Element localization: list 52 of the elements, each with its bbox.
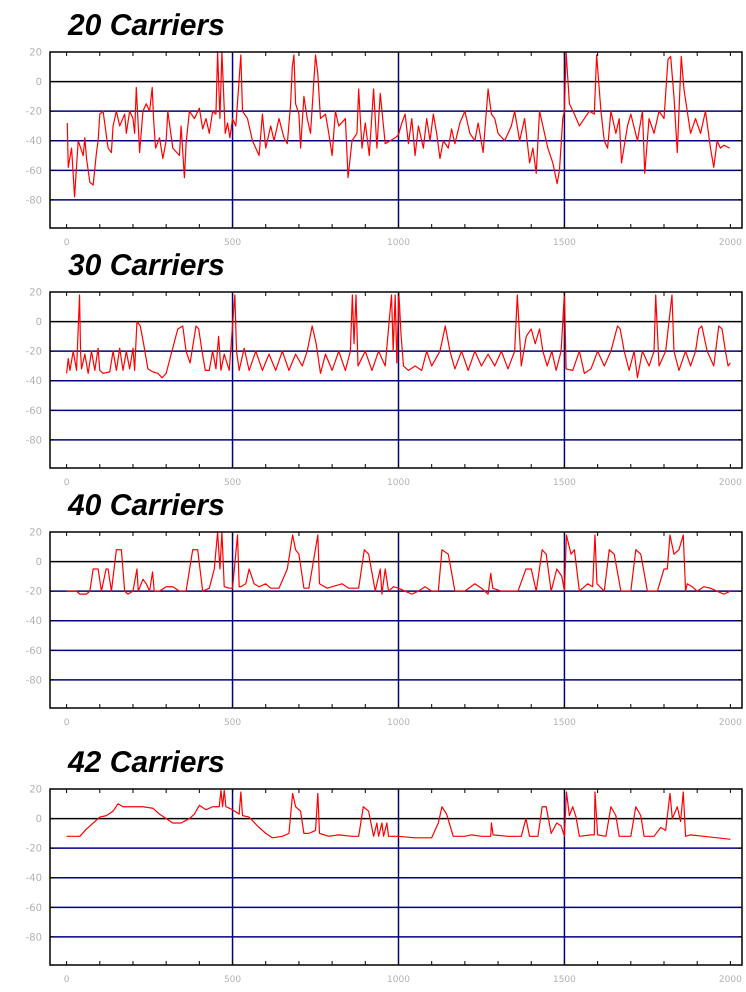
x-tick-label: 2000 — [718, 718, 742, 728]
y-tick-label: 20 — [29, 288, 42, 298]
x-tick-label: 0 — [64, 718, 70, 728]
x-tick-label: 500 — [224, 975, 242, 985]
x-tick-label: 1000 — [387, 975, 410, 985]
y-tick-label: 20 — [29, 48, 42, 58]
y-tick-label: -60 — [26, 166, 42, 177]
chart-title: 40 Carriers — [67, 489, 225, 522]
y-tick-label: -20 — [26, 106, 42, 118]
y-tick-label: -40 — [26, 136, 42, 148]
chart-title: 42 Carriers — [67, 746, 225, 779]
chart-title: 20 Carriers — [67, 9, 225, 42]
x-tick-label: 1000 — [387, 478, 410, 488]
line-series — [66, 790, 731, 840]
x-tick-label: 2000 — [718, 478, 742, 488]
y-tick-label: -20 — [26, 844, 42, 855]
y-tick-label: -80 — [26, 675, 42, 686]
y-tick-label: -20 — [26, 346, 42, 358]
y-tick-label: -40 — [26, 616, 42, 628]
x-tick-label: 0 — [64, 478, 70, 488]
y-tick-label: -80 — [26, 932, 42, 944]
y-tick-label: -20 — [26, 586, 42, 598]
y-tick-label: -40 — [26, 376, 42, 388]
y-tick-label: -80 — [26, 195, 42, 206]
line-series — [66, 51, 730, 198]
x-tick-label: 0 — [64, 975, 70, 985]
x-tick-label: 1500 — [552, 718, 576, 728]
x-tick-label: 2000 — [718, 238, 742, 248]
y-tick-label: -60 — [26, 406, 42, 417]
line-series — [66, 531, 731, 595]
y-tick-label: -80 — [26, 435, 42, 446]
y-tick-label: 20 — [29, 784, 42, 796]
y-tick-label: 0 — [36, 317, 42, 328]
y-tick-label: 0 — [36, 77, 42, 88]
line-series — [66, 291, 731, 378]
y-tick-label: 20 — [29, 528, 42, 538]
y-tick-label: -60 — [26, 902, 42, 914]
y-tick-label: 0 — [36, 814, 42, 826]
x-tick-label: 1000 — [387, 238, 410, 248]
x-tick-label: 1000 — [387, 718, 410, 728]
y-tick-label: -60 — [26, 646, 42, 657]
y-tick-label: 0 — [36, 557, 42, 568]
x-tick-label: 1500 — [552, 975, 576, 985]
x-tick-label: 500 — [224, 238, 242, 248]
x-tick-label: 500 — [224, 478, 242, 488]
x-tick-label: 2000 — [718, 975, 742, 985]
x-tick-label: 0 — [64, 238, 70, 248]
x-tick-label: 1500 — [552, 238, 576, 248]
x-tick-label: 500 — [224, 718, 242, 728]
y-tick-label: -40 — [26, 873, 42, 884]
x-tick-label: 1500 — [552, 478, 576, 488]
chart-title: 30 Carriers — [68, 249, 225, 282]
